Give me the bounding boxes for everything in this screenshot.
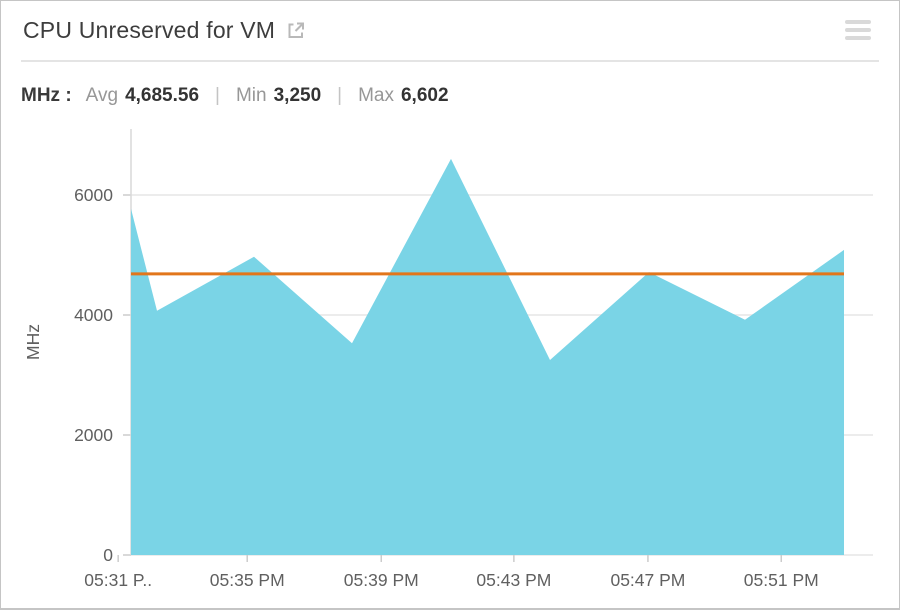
x-tick-label: 05:35 PM [210,570,285,590]
stats-avg-label: Avg [85,85,119,106]
y-tick-label: 2000 [74,425,113,445]
stats-separator: | [337,85,343,106]
widget-title: CPU Unreserved for VM [23,16,276,43]
header-divider [21,60,879,62]
hamburger-bar [845,28,871,32]
y-tick-label: 0 [103,545,113,565]
hamburger-bar [845,20,871,24]
stats-avg-value: 4,685.56 [125,85,200,106]
y-tick-label: 6000 [74,185,113,205]
external-link-icon[interactable] [285,20,306,41]
x-tick-label: 05:39 PM [344,570,419,590]
external-link-icon-glyph [288,22,305,38]
stats-max-label: Max [358,85,394,106]
x-tick-label: 05:47 PM [610,570,685,590]
stats-min-label: Min [235,85,267,106]
stats-row: MHz : Avg 4,685.56 | Min 3,250 | Max 6,6… [21,85,879,107]
hamburger-bar [845,36,871,40]
y-axis-title: MHz [23,324,43,360]
area-series [131,158,844,555]
stats-min-value: 3,250 [273,85,322,106]
widget-header: CPU Unreserved for VM [1,1,899,59]
cpu-unreserved-area-chart[interactable]: 0 2000 4000 6000 05:31 P.. 05:35 PM 05:39 PM 05… [1,126,900,601]
x-tick-label: 05:31 P.. [84,570,152,590]
stats-max-value: 6,602 [400,85,449,106]
y-tick-label: 4000 [74,305,113,325]
x-tick-label: 05:43 PM [476,570,551,590]
x-tick-label: 05:51 PM [744,570,819,590]
stats-separator: | [215,85,220,106]
stats-unit-label: MHz : [21,85,72,106]
hamburger-menu-icon[interactable] [843,16,873,44]
